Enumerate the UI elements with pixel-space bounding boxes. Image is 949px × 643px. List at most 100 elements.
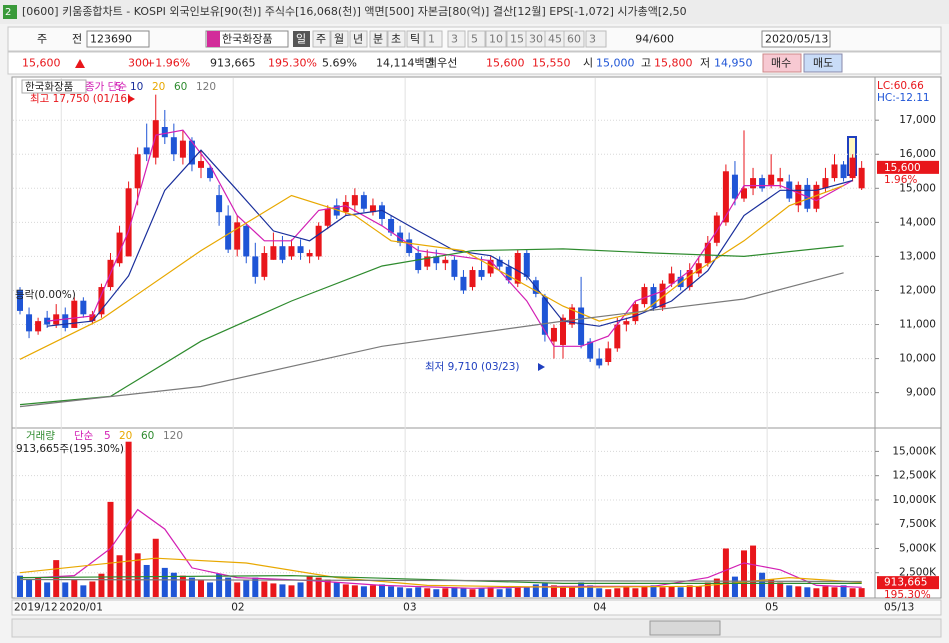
- candle-body: [315, 225, 322, 257]
- volume-bar: [460, 588, 467, 597]
- candle-body: [469, 270, 476, 288]
- candle-body: [759, 178, 766, 189]
- toolbar-item: 주: [37, 33, 47, 46]
- candle-body: [288, 246, 295, 257]
- volume-bar: [170, 572, 177, 597]
- sell-button[interactable]: [803, 53, 843, 73]
- volume-bar: [17, 575, 23, 597]
- y-tick-label: 15,000K: [892, 445, 937, 457]
- y-tick-label: 7,500K: [899, 518, 937, 530]
- buy-button[interactable]: [762, 53, 802, 73]
- volume-bar: [397, 587, 404, 597]
- app-icon-glyph: 2: [5, 7, 11, 18]
- volume-bar: [786, 585, 793, 597]
- toolbar-button[interactable]: [349, 30, 368, 48]
- volume-bar: [26, 579, 33, 597]
- volume-bar: [569, 587, 576, 597]
- volume-bar: [849, 588, 856, 597]
- candle-body: [596, 358, 603, 366]
- legend-entry: 5: [104, 430, 111, 442]
- volume-bar: [107, 501, 114, 597]
- y-tick-label: 9,000: [906, 387, 936, 399]
- volume-bar: [351, 585, 358, 597]
- volume-bar: [605, 589, 612, 597]
- candle-body: [71, 300, 78, 328]
- volume-bar: [360, 586, 367, 597]
- input-box[interactable]: [761, 30, 831, 48]
- candle-body: [351, 195, 358, 206]
- ma-line: [19, 245, 844, 406]
- candle-body: [53, 314, 60, 325]
- volume-bar: [713, 578, 720, 597]
- candle-body: [279, 246, 286, 260]
- toolbar-button[interactable]: [424, 30, 443, 48]
- candle-body: [686, 270, 693, 288]
- toolbar-button[interactable]: [447, 30, 466, 48]
- toolbar-button[interactable]: [330, 30, 349, 48]
- volume-bar: [668, 586, 675, 597]
- lc-label: LC:60.66: [877, 80, 924, 92]
- toolbar-item: 분: [373, 33, 383, 46]
- toolbar-item: 123690: [90, 33, 132, 46]
- volume-bar: [858, 588, 865, 597]
- candle-body: [216, 195, 223, 213]
- y-tick-label: 5,000K: [899, 542, 937, 554]
- candle-body: [849, 157, 856, 179]
- candle-body: [795, 184, 802, 206]
- volume-bar: [234, 582, 241, 597]
- y-tick-label: 15,000: [899, 182, 936, 194]
- toolbar-button[interactable]: [369, 30, 388, 48]
- toolbar-button[interactable]: [406, 30, 425, 48]
- volume-bar: [550, 585, 557, 597]
- volume-bar: [532, 584, 539, 597]
- chart-area: [11, 76, 942, 599]
- quote-item: 14,114백만: [376, 57, 435, 70]
- toolbar-item: 1: [428, 33, 435, 46]
- toolbar-button[interactable]: [312, 30, 331, 48]
- volume-bar: [261, 581, 268, 597]
- candle-body: [741, 188, 747, 199]
- candle-body: [641, 287, 648, 305]
- candle-body: [777, 178, 784, 182]
- quote-item: 최우선: [427, 57, 457, 70]
- volume-bar: [578, 582, 585, 597]
- y-tick-label: 12,000: [899, 284, 936, 296]
- toolbar-item: 주: [316, 33, 326, 46]
- volume-bar: [523, 587, 530, 597]
- volume-bar: [89, 581, 96, 597]
- candle-body: [523, 253, 530, 277]
- volume-bar: [650, 585, 657, 597]
- volume-bar: [469, 589, 476, 597]
- input-box[interactable]: [86, 30, 150, 48]
- candle-body: [261, 253, 268, 277]
- volume-bar: [415, 587, 422, 597]
- scroll-bar[interactable]: [11, 618, 942, 638]
- x-tick-label: 03: [403, 602, 416, 614]
- scroll-thumb[interactable]: [649, 620, 721, 636]
- volume-bar: [35, 577, 42, 597]
- toolbar-button[interactable]: [585, 30, 607, 48]
- volume-bar: [188, 577, 195, 597]
- toolbar-item: 15: [510, 33, 524, 46]
- volume-bar: [379, 584, 385, 597]
- last-change: 1.96%: [884, 174, 917, 186]
- volume-bar: [677, 587, 684, 597]
- toolbar-button[interactable]: [563, 30, 585, 48]
- candle-body: [569, 307, 576, 325]
- candle-body: [424, 256, 431, 267]
- volume-bar: [152, 538, 159, 597]
- volume-bar: [388, 586, 395, 597]
- candle-body: [713, 215, 720, 243]
- toolbar-button[interactable]: [467, 30, 486, 48]
- volume-bar: [270, 583, 277, 597]
- x-tick-label: 02: [231, 602, 244, 614]
- ma-line: [19, 574, 862, 584]
- volume-bar: [768, 579, 775, 597]
- toolbar-button[interactable]: [485, 30, 507, 48]
- volume-bar: [759, 572, 766, 597]
- toolbar-item: 일: [296, 32, 306, 46]
- volume-bar: [731, 576, 738, 597]
- candle-body: [35, 321, 42, 332]
- toolbar-button[interactable]: [387, 30, 406, 48]
- candle-body: [514, 253, 521, 284]
